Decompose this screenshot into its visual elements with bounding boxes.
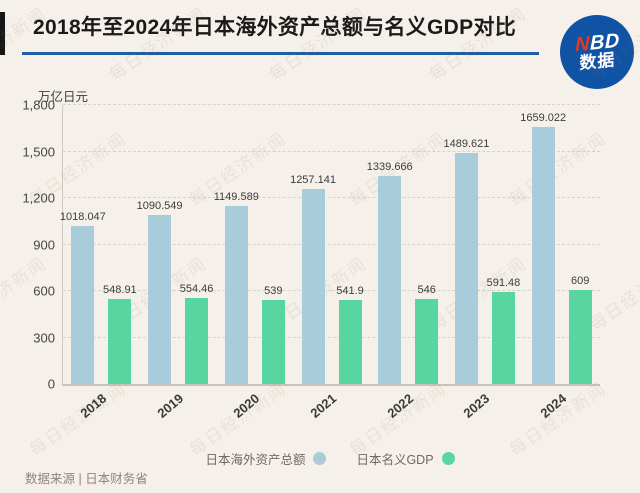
value-label: 541.9	[336, 285, 364, 298]
gridline	[63, 290, 600, 291]
gridline	[63, 336, 600, 338]
title-underline	[22, 52, 539, 55]
bar-assets-2020: 1149.589	[214, 191, 259, 384]
value-label: 1659.022	[520, 111, 567, 124]
y-tick-label: 600	[33, 283, 55, 299]
watermark-text: 每日经济新闻	[0, 3, 51, 85]
legend-dot-blue	[313, 452, 327, 465]
bar-assets-2018: 1018.047	[60, 211, 106, 384]
bar-group-2020: 1149.589 539 2020	[214, 105, 293, 421]
bar-gdp-2021: 541.9	[336, 285, 364, 384]
watermark-text: 每日经济新闻	[186, 378, 291, 460]
bar-assets-2019: 1090.549	[137, 200, 183, 384]
watermark-text: 每日经济新闻	[506, 378, 611, 460]
gridline	[63, 243, 600, 245]
legend-label: 日本名义GDP	[356, 453, 434, 467]
y-axis-labels: 0 300 600 900 1,200 1,500 1,800	[0, 98, 55, 392]
value-label: 1018.047	[59, 211, 106, 224]
x-axis-label-wrap: 2024	[523, 384, 600, 421]
value-label: 1339.666	[366, 161, 413, 174]
value-label: 554.46	[179, 283, 214, 296]
x-axis-label-wrap: 2021	[293, 384, 370, 421]
legend-dot-green	[441, 452, 455, 465]
value-label: 1489.621	[443, 138, 490, 151]
page-title: 2018年至2024年日本海外资产总额与名义GDP对比	[33, 16, 517, 39]
value-label: 1257.141	[290, 174, 336, 187]
bar-group-2019: 1090.549 554.46 2019	[137, 105, 217, 421]
gridline	[63, 150, 600, 152]
chart-legend: 日本海外资产总额 日本名义GDP	[0, 449, 640, 468]
x-axis-label-wrap: 2023	[447, 384, 524, 421]
watermark-text: 每日经济新闻	[106, 3, 211, 85]
plot-area: 1018.047 548.91 2018 1090.549 554.46 2019 1149…	[60, 104, 600, 421]
bar-assets-2023: 1489.621	[444, 138, 489, 384]
bar-gdp-2018: 548.91	[103, 284, 137, 384]
watermark-text: 每日经济新闻	[426, 3, 531, 85]
x-tick-label: 2020	[230, 390, 263, 421]
value-label: 546	[417, 284, 436, 297]
value-label: 591.48	[486, 277, 521, 290]
value-label: 548.91	[103, 283, 137, 296]
legend-label: 日本海外资产总额	[205, 453, 306, 467]
x-tick-label: 2021	[307, 390, 340, 421]
bar-assets-2022: 1339.666	[367, 161, 413, 384]
bar-assets-2024: 1659.022	[520, 112, 566, 384]
bar-group-2022: 1339.666 546 2022	[367, 105, 447, 421]
x-tick-label: 2019	[153, 390, 186, 421]
value-label: 609	[570, 274, 590, 287]
bar-group-2021: 1257.141 541.9 2021	[290, 105, 370, 421]
x-axis-label-wrap: 2022	[370, 384, 447, 421]
x-tick-label: 2023	[460, 390, 493, 421]
bar-gdp-2024: 609	[568, 275, 592, 384]
value-label: 1149.589	[213, 190, 259, 203]
bar-gdp-2020: 539	[261, 285, 285, 384]
y-tick-label: 1,200	[22, 190, 55, 206]
x-axis-label-wrap: 2018	[63, 384, 140, 421]
x-tick-label: 2024	[537, 390, 570, 421]
nbd-logo: NBD 数据	[560, 15, 634, 89]
value-label: 1090.549	[136, 199, 183, 212]
gridline	[63, 104, 600, 105]
legend-item-nominal-gdp: 日本名义GDP	[356, 449, 455, 468]
x-tick-label: 2018	[77, 390, 110, 421]
legend-item-overseas-assets: 日本海外资产总额	[205, 449, 327, 468]
y-tick-label: 1,500	[22, 144, 55, 159]
y-axis-unit-label: 万亿日元	[38, 90, 89, 104]
left-edge-mark	[0, 12, 5, 55]
bar-group-2024: 1659.022 609 2024	[520, 105, 600, 421]
bar-group-2023: 1489.621 591.48 2023	[444, 105, 524, 421]
bar-gdp-2022: 546	[415, 284, 439, 384]
x-axis-label-wrap: 2020	[216, 384, 293, 421]
gridline	[63, 197, 600, 198]
y-tick-label: 300	[33, 330, 55, 345]
bar-gdp-2023: 591.48	[487, 277, 520, 384]
x-tick-label: 2022	[384, 390, 416, 421]
watermark-text: 每日经济新闻	[266, 3, 371, 85]
x-axis-label-wrap: 2019	[140, 384, 217, 421]
data-source: 数据来源 | 日本财务省	[25, 472, 148, 486]
bar-gdp-2019: 554.46	[180, 283, 213, 384]
y-tick-label: 900	[33, 237, 55, 252]
y-tick-label: 1,800	[22, 97, 55, 113]
bar-assets-2021: 1257.141	[290, 174, 336, 384]
nbd-logo-text: NBD 数据	[575, 30, 620, 74]
watermark-text: 每日经济新闻	[346, 378, 451, 460]
y-tick-label: 0	[47, 376, 55, 392]
bar-group-2018: 1018.047 548.91 2018	[60, 105, 140, 421]
logo-word-data: 数据	[579, 50, 615, 74]
value-label: 539	[264, 285, 283, 298]
